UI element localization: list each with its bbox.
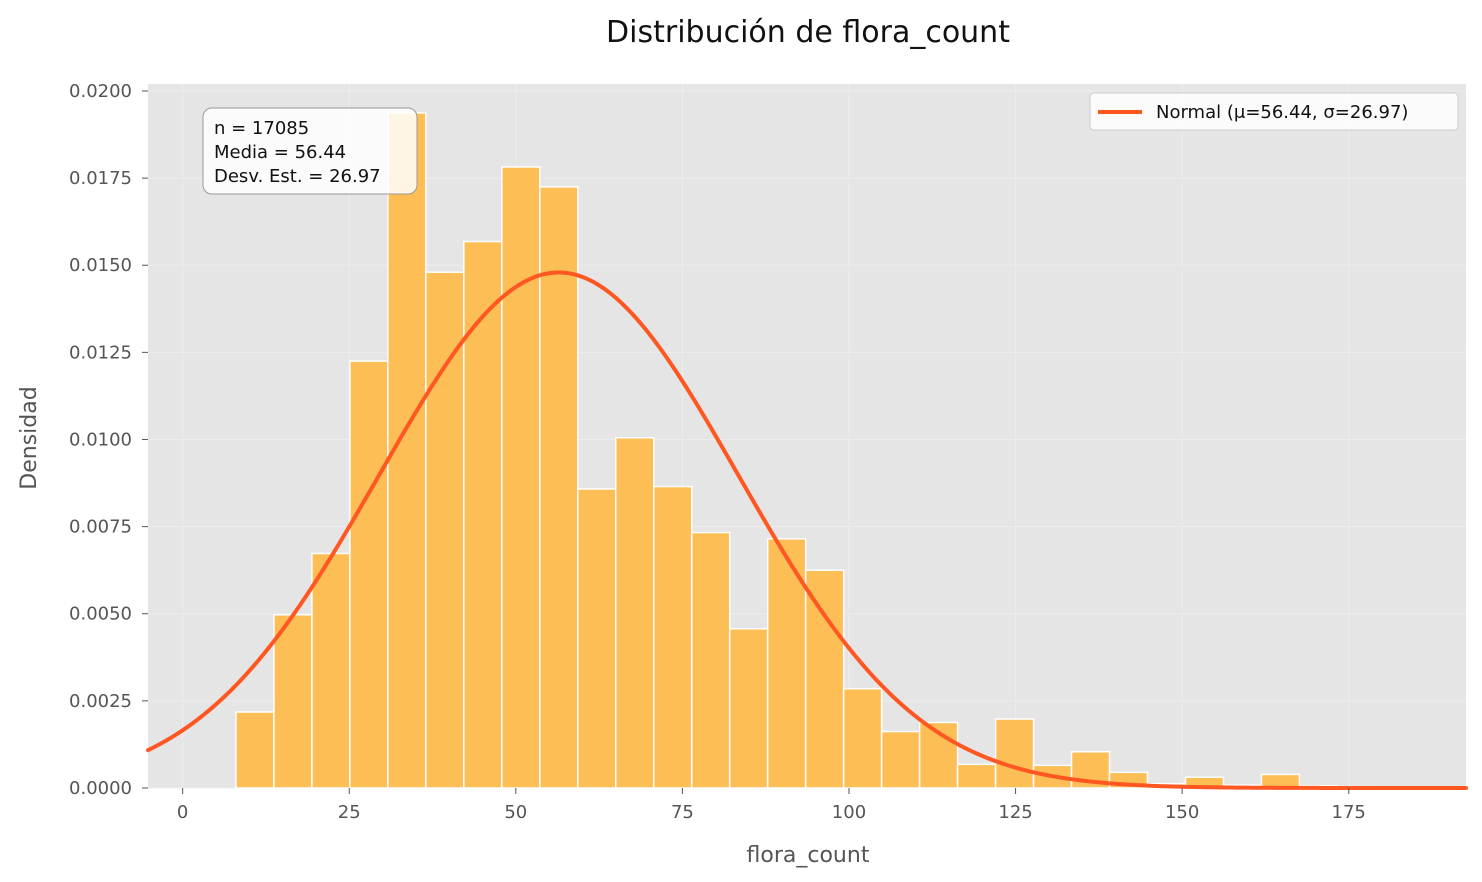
x-tick-label-2: 50	[504, 802, 527, 823]
histogram-bar-19	[956, 763, 997, 789]
stats-box-background	[202, 107, 418, 195]
stats-mean: Media = 56.44	[214, 142, 346, 163]
y-tick-label-6: 0.0150	[69, 255, 132, 276]
y-tick-label-5: 0.0125	[69, 342, 132, 363]
legend-box	[1089, 92, 1459, 131]
x-tick-label-0: 0	[177, 802, 188, 823]
histogram-bar-20	[994, 718, 1035, 789]
x-tick-label-5: 125	[998, 802, 1032, 823]
x-tick-label-3: 75	[671, 802, 694, 823]
y-tick-label-3: 0.0075	[69, 517, 132, 538]
histogram-bar-6	[463, 240, 503, 789]
histogram-bar-5	[425, 271, 465, 789]
x-axis-ticks: 0 25 50 75 100 125 150 175	[177, 788, 1366, 823]
histogram-bar-9	[577, 488, 617, 789]
x-axis-label: flora_count	[747, 843, 870, 868]
normal-curve-line	[146, 270, 1468, 790]
legend: Normal (μ=56.44, σ=26.97)	[1089, 92, 1459, 131]
y-tick-label-7: 0.0175	[69, 168, 132, 189]
x-tick-label-1: 25	[338, 802, 361, 823]
histogram-bar-3	[349, 360, 389, 789]
histogram-bar-10	[615, 436, 655, 789]
stats-box: n = 17085 Media = 56.44 Desv. Est. = 26.…	[202, 107, 418, 195]
stats-std: Desv. Est. = 26.97	[214, 166, 381, 187]
x-tick-label-4: 100	[832, 802, 866, 823]
histogram-bar-0	[235, 711, 275, 789]
histogram-bar-8	[539, 186, 579, 789]
stats-count: n = 17085	[214, 118, 309, 139]
histogram-bar-2	[311, 552, 351, 789]
histogram-bar-13	[728, 627, 769, 789]
y-tick-label-0: 0.0000	[69, 778, 132, 799]
histogram-bar-12	[690, 531, 731, 789]
legend-label: Normal (μ=56.44, σ=26.97)	[1156, 102, 1408, 123]
x-tick-label-6: 150	[1165, 802, 1199, 823]
histogram-bar-15	[804, 569, 845, 789]
y-tick-label-8: 0.0200	[69, 81, 132, 102]
y-axis-ticks: 0.0000 0.0025 0.0050 0.0075 0.0100 0.0125 0.01…	[69, 81, 148, 799]
y-axis-label: Densidad	[17, 386, 42, 489]
histogram-bar-1	[273, 614, 313, 789]
histogram-bar-17	[880, 730, 921, 789]
chart-title: Distribución de flora_count	[606, 15, 1010, 50]
histogram-bar-7	[501, 166, 541, 789]
y-tick-label-2: 0.0050	[69, 604, 132, 625]
histogram-bar-16	[842, 687, 883, 789]
x-tick-label-7: 175	[1332, 802, 1366, 823]
y-tick-label-1: 0.0025	[69, 691, 132, 712]
histogram-bar-11	[652, 485, 693, 789]
y-tick-label-4: 0.0100	[69, 429, 132, 450]
